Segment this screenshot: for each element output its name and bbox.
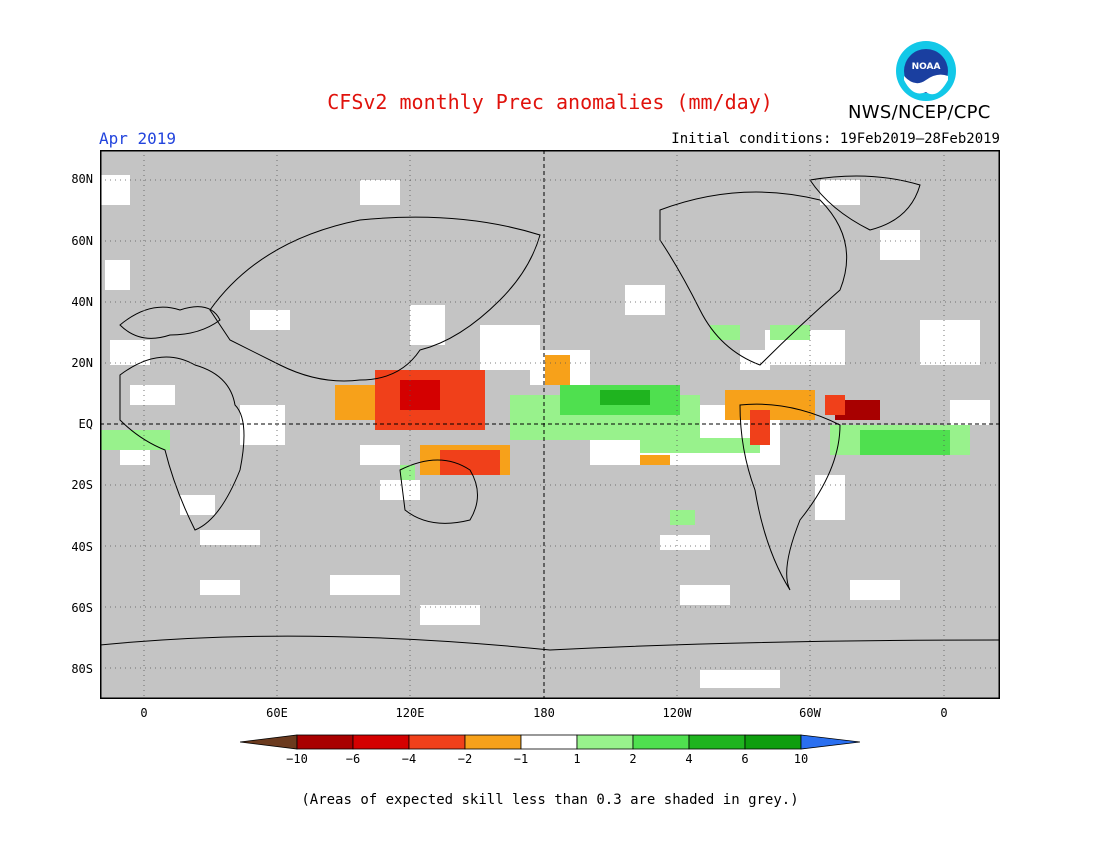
colorbar-label: 6 [741, 752, 749, 766]
colorbar-bin-6 [576, 734, 634, 750]
colorbar-arrow-left [239, 734, 298, 750]
graticule [100, 150, 1000, 699]
lon-label-60w: 60W [799, 706, 821, 720]
colorbar-label: 2 [629, 752, 637, 766]
coastlines [99, 175, 1001, 651]
colorbar-label: −6 [345, 752, 361, 766]
organization-label: NWS/NCEP/CPC [848, 102, 991, 123]
colorbar-label: −2 [457, 752, 473, 766]
chart-title: CFSv2 monthly Prec anomalies (mm/day) [327, 90, 773, 114]
lon-label-60e: 60E [266, 706, 288, 720]
colorbar-bin-3 [408, 734, 466, 750]
colorbar-bin-1 [296, 734, 354, 750]
lat-label-80n: 80N [71, 172, 93, 186]
lat-label-60s: 60S [71, 601, 93, 615]
colorbar-bin-9 [744, 734, 802, 750]
lat-label-20n: 20N [71, 356, 93, 370]
lat-label-80s: 80S [71, 662, 93, 676]
lat-label-40s: 40S [71, 540, 93, 554]
colorbar-label: −10 [286, 752, 308, 766]
colorbar [239, 733, 861, 751]
lat-label-20s: 20S [71, 478, 93, 492]
colorbar-label: −4 [401, 752, 417, 766]
colorbar-bin-8 [688, 734, 746, 750]
lon-label-0-east: 0 [940, 706, 948, 720]
colorbar-bin-4 [464, 734, 522, 750]
precip-anomaly-map [99, 150, 1001, 699]
lon-label-0-west: 0 [140, 706, 148, 720]
lon-label-180: 180 [533, 706, 555, 720]
positive-anomaly-areas [100, 325, 970, 525]
forecast-month: Apr 2019 [99, 129, 177, 148]
skill-footnote: (Areas of expected skill less than 0.3 a… [301, 792, 799, 808]
colorbar-bin-5 [520, 734, 578, 750]
lat-label-eq: EQ [78, 417, 93, 431]
lon-label-120w: 120W [662, 706, 692, 720]
lat-label-40n: 40N [71, 295, 93, 309]
noaa-logo: NOAA [895, 40, 957, 102]
colorbar-label: 1 [573, 752, 581, 766]
colorbar-bin-7 [632, 734, 690, 750]
map-svg [99, 150, 1001, 699]
noaa-logo-text: NOAA [912, 62, 941, 72]
lat-label-60n: 60N [71, 234, 93, 248]
colorbar-bin-2 [352, 734, 410, 750]
colorbar-label: 10 [793, 752, 809, 766]
map-frame [100, 150, 1000, 699]
colorbar-arrow-right [800, 734, 861, 750]
colorbar-label: −1 [513, 752, 529, 766]
initial-conditions: Initial conditions: 19Feb2019—28Feb2019 [671, 131, 1000, 147]
colorbar-label: 4 [685, 752, 693, 766]
lon-label-120e: 120E [395, 706, 425, 720]
